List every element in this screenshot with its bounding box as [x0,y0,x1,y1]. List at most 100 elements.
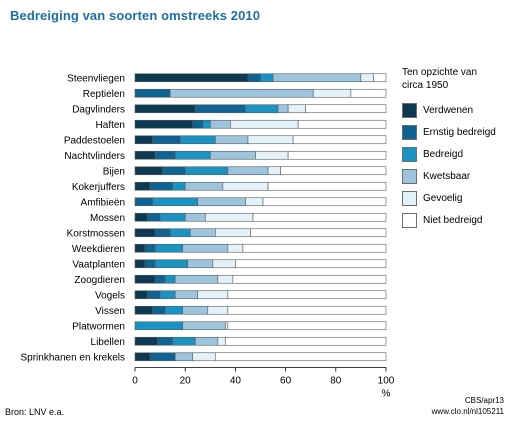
bar-segment [202,119,211,129]
category-label: Platwormen [72,321,125,332]
bar-segment [207,305,229,315]
bar-segment [247,135,294,145]
bar-row [134,119,387,129]
legend-label: Gevoelig [423,192,463,204]
category-label: Sprinkhanen en krekels [20,352,125,363]
legend-swatch [402,102,417,118]
legend-item: Bedreigd [402,143,510,165]
bar-segment [187,259,214,269]
bar-segment [235,259,387,269]
category-label: Vaatplanten [72,259,125,270]
bar-segment [134,104,196,114]
bar-segment [134,243,146,253]
bar-segment [174,150,211,160]
category-label: Libellen [91,337,125,348]
bar-segment [134,88,171,98]
bar-segment [134,150,156,160]
category-label: Nachtvlinders [64,151,125,162]
bar-segment [217,336,226,346]
bar-segment [210,119,231,129]
bar-segment [215,135,249,145]
bar-row [134,228,387,238]
x-tick-label: 100 [378,376,395,387]
bar-row [134,243,387,253]
category-label: Vissen [95,306,125,317]
category-label: Weekdieren [72,244,125,255]
bar-segment [134,119,194,129]
bar-segment [134,336,158,346]
legend-item: Ernstig bedreigd [402,121,510,143]
bar-segment [230,119,299,129]
bar-segment [144,243,156,253]
bar-segment [312,88,352,98]
bar-segment [189,228,216,238]
legend: Ten opzichte van circa 1950 Verdwenen Ern… [402,66,510,231]
category-labels: Steenvliegen Reptielen Dagvlinders Haften Pa… [20,73,125,363]
bar-segment [134,305,153,315]
bar-segment [225,336,387,346]
bar-segment [227,290,387,300]
bar-segment [280,166,387,176]
bar-segment [134,197,153,207]
bar-segment [217,274,234,284]
bar-segment [262,197,387,207]
legend-swatch [402,168,417,184]
bar-segment [297,119,387,129]
bar-segment [192,352,216,362]
category-label: Dagvlinders [72,104,125,115]
bar-row [134,212,387,222]
bar-segment [305,104,387,114]
bar-segment [149,181,173,191]
bar-row [134,352,387,362]
bar-segment [152,135,181,145]
bar-segment [134,73,249,83]
bar-segment [250,228,387,238]
x-tick-label: 20 [180,376,192,387]
bar-row [134,290,387,300]
bars-layer [134,73,387,362]
category-label: Steenvliegen [67,73,125,84]
credit-line: CBS/apr13 [464,396,504,405]
bar-segment [210,150,256,160]
bar-segment [225,321,229,331]
bar-row [134,336,387,346]
bar-segment [159,290,176,300]
bar-segment [179,135,216,145]
legend-item: Gevoelig [402,187,510,209]
legend-label: Verdwenen [423,104,474,116]
bar-segment [134,352,151,362]
bar-segment [154,259,189,269]
category-label: Zoogdieren [74,275,125,286]
bar-segment [277,104,289,114]
bar-segment [164,274,176,284]
bar-row [134,181,387,191]
bar-segment [172,336,196,346]
x-tick-label: 0 [132,376,138,387]
bar-segment [182,321,226,331]
bar-segment [134,321,183,331]
bar-segment [267,181,387,191]
bar-segment [242,243,387,253]
bar-segment [260,73,274,83]
bar-segment [134,135,153,145]
bar-segment [172,181,186,191]
bar-segment [152,305,166,315]
category-label: Amfibieën [81,197,125,208]
category-label: Mossen [90,213,125,224]
bar-segment [245,104,279,114]
bar-segment [162,166,186,176]
bar-segment [215,228,251,238]
bar-segment [373,73,387,83]
bar-segment [174,352,194,362]
category-label: Reptielen [83,89,125,100]
bar-segment [174,290,199,300]
credit-line: www.clo.nl/nl105211 [431,407,504,416]
category-label: Paddestoelen [64,135,125,146]
bar-segment [252,212,387,222]
bar-segment [144,259,156,269]
category-label: Kokerjuffers [72,182,125,193]
bar-segment [184,212,206,222]
bar-segment [267,166,281,176]
category-label: Korstmossen [67,228,125,239]
